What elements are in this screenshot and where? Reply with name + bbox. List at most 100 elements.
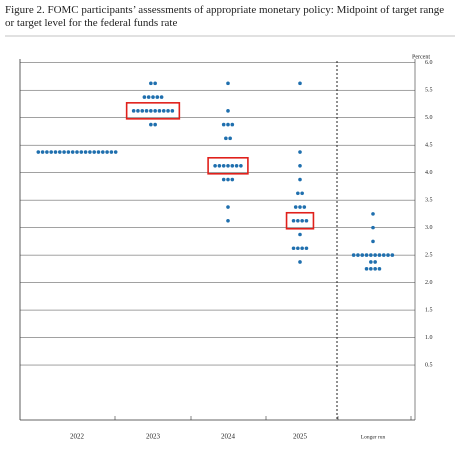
dot bbox=[66, 150, 71, 154]
y-tick-label: 2.5 bbox=[425, 252, 433, 258]
dot bbox=[239, 163, 243, 168]
dot bbox=[58, 150, 62, 154]
dot bbox=[371, 239, 375, 244]
dot bbox=[300, 191, 304, 196]
dot bbox=[113, 150, 118, 154]
dot bbox=[109, 150, 114, 154]
dot bbox=[136, 109, 140, 113]
dot bbox=[373, 253, 377, 257]
y-unit-label: Percent bbox=[412, 54, 430, 60]
dot bbox=[230, 177, 235, 182]
dot bbox=[364, 267, 369, 271]
y-tick-label: 3.0 bbox=[425, 225, 433, 231]
dot bbox=[226, 122, 230, 127]
y-tick-label: 0.5 bbox=[425, 362, 433, 368]
dot bbox=[298, 205, 302, 209]
dot bbox=[377, 267, 382, 271]
dot bbox=[140, 109, 145, 113]
dot bbox=[369, 267, 373, 271]
dot bbox=[351, 253, 356, 257]
dot bbox=[155, 95, 160, 99]
y-tick-label: 1.0 bbox=[425, 335, 433, 341]
dot bbox=[234, 163, 239, 168]
dot bbox=[298, 232, 302, 237]
dot bbox=[70, 150, 75, 154]
dot bbox=[291, 246, 296, 251]
dot bbox=[364, 253, 369, 257]
dot bbox=[386, 253, 390, 257]
dot bbox=[373, 260, 377, 264]
dot bbox=[356, 253, 360, 257]
dot bbox=[144, 109, 149, 113]
dot bbox=[298, 177, 302, 182]
y-tick-label: 1.5 bbox=[425, 307, 433, 313]
x-tick-label: Longer run bbox=[361, 434, 386, 440]
dot bbox=[298, 163, 302, 168]
dot bbox=[226, 163, 230, 168]
dot bbox=[142, 95, 147, 99]
dot bbox=[304, 246, 309, 251]
dot bbox=[221, 163, 226, 168]
dot bbox=[298, 150, 302, 154]
y-tick-label: 4.0 bbox=[425, 170, 433, 176]
x-tick-label: 2023 bbox=[146, 433, 161, 441]
dot bbox=[298, 81, 302, 86]
dot bbox=[45, 150, 49, 154]
dot bbox=[369, 253, 373, 257]
dot bbox=[146, 95, 151, 99]
y-tick-label: 4.5 bbox=[425, 143, 433, 149]
dot bbox=[166, 109, 170, 113]
chart-title: Figure 2. FOMC participants’ assessments… bbox=[5, 4, 445, 29]
dot bbox=[149, 122, 153, 127]
dot bbox=[291, 218, 296, 223]
dot bbox=[62, 150, 66, 154]
dot bbox=[101, 150, 105, 154]
dot bbox=[105, 150, 109, 154]
dot bbox=[226, 81, 230, 86]
dot bbox=[360, 253, 365, 257]
dot bbox=[149, 109, 153, 113]
x-tick-label: 2024 bbox=[221, 433, 236, 441]
dot bbox=[228, 136, 232, 141]
dot bbox=[300, 218, 304, 223]
dot bbox=[371, 225, 375, 230]
dot bbox=[293, 205, 298, 209]
dot bbox=[377, 253, 382, 257]
dot bbox=[300, 246, 304, 251]
median-highlight bbox=[285, 211, 315, 230]
dot bbox=[296, 246, 300, 251]
dot bbox=[131, 109, 136, 113]
dot bbox=[381, 253, 386, 257]
dot bbox=[369, 260, 373, 264]
y-tick-label: 5.0 bbox=[425, 115, 433, 121]
dot bbox=[373, 267, 377, 271]
y-tick-label: 5.5 bbox=[425, 88, 433, 94]
y-tick-label: 6.0 bbox=[425, 60, 433, 66]
dot bbox=[170, 109, 175, 113]
dot bbox=[153, 81, 157, 86]
dot bbox=[217, 163, 222, 168]
dot bbox=[230, 163, 235, 168]
dot bbox=[226, 218, 230, 223]
dot bbox=[221, 122, 226, 127]
dot bbox=[226, 177, 230, 182]
dot bbox=[92, 150, 96, 154]
x-tick-label: 2025 bbox=[293, 433, 308, 441]
dot bbox=[213, 163, 217, 168]
median-highlight bbox=[125, 102, 181, 120]
dot bbox=[83, 150, 88, 154]
dot bbox=[296, 218, 300, 223]
dot bbox=[149, 81, 153, 86]
dot bbox=[226, 109, 230, 113]
dot bbox=[304, 218, 309, 223]
dot bbox=[221, 177, 226, 182]
dot bbox=[298, 260, 302, 264]
y-tick-label: 3.5 bbox=[425, 198, 433, 204]
dot bbox=[49, 150, 53, 154]
dot bbox=[36, 150, 41, 154]
dot bbox=[371, 212, 375, 216]
dot bbox=[79, 150, 84, 154]
dot bbox=[157, 109, 162, 113]
dot bbox=[75, 150, 79, 154]
